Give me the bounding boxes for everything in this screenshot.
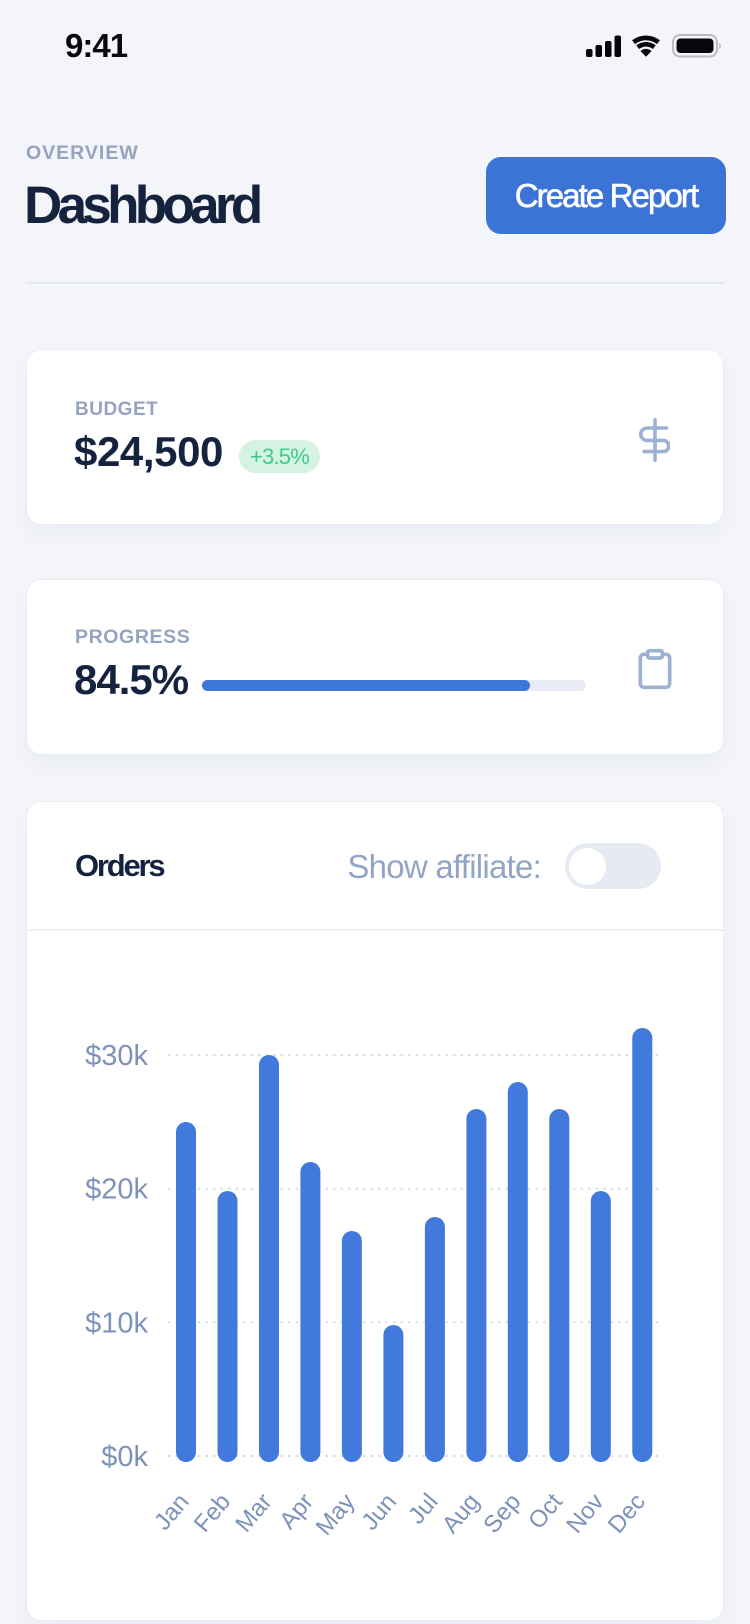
svg-text:Dec: Dec (603, 1489, 651, 1539)
svg-text:Jan: Jan (149, 1489, 195, 1536)
svg-text:$0k: $0k (101, 1441, 148, 1473)
svg-text:Oct: Oct (523, 1488, 568, 1534)
svg-text:Mar: Mar (230, 1489, 277, 1538)
svg-text:$30k: $30k (85, 1040, 148, 1072)
svg-text:Jun: Jun (356, 1489, 402, 1536)
svg-text:Jul: Jul (403, 1489, 443, 1530)
svg-text:Sep: Sep (478, 1489, 526, 1539)
svg-text:Nov: Nov (561, 1489, 609, 1539)
svg-text:May: May (311, 1489, 361, 1541)
svg-text:Feb: Feb (189, 1489, 236, 1538)
svg-text:$10k: $10k (85, 1307, 148, 1339)
svg-text:$20k: $20k (85, 1174, 148, 1206)
svg-text:Apr: Apr (274, 1489, 319, 1535)
svg-text:Aug: Aug (437, 1489, 485, 1539)
